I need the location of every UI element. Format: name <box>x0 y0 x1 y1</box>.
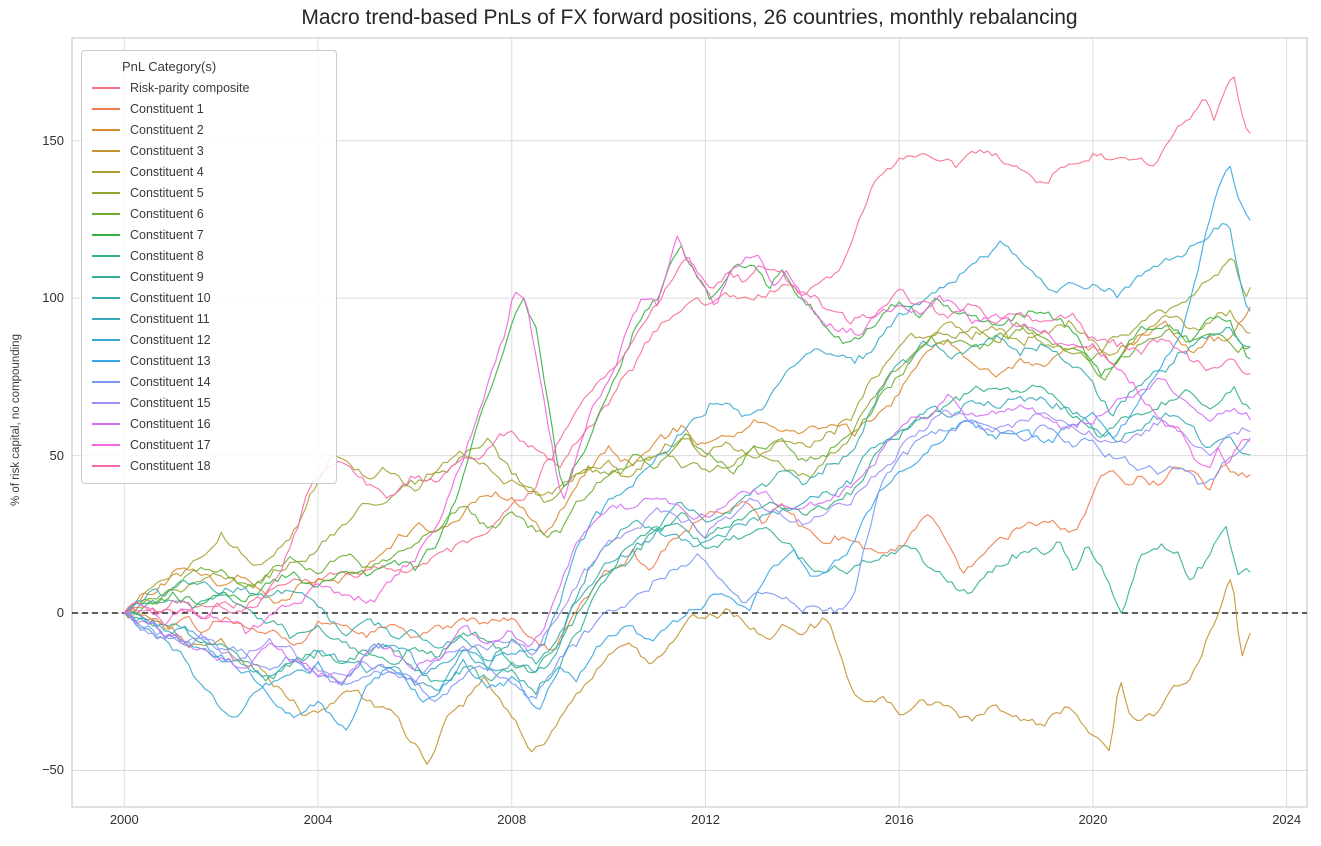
legend-item-label: Constituent 18 <box>130 458 211 473</box>
legend-items: Risk-parity composite Constituent 1 Consti… <box>82 77 336 476</box>
legend-item: Constituent 8 <box>82 245 336 266</box>
series-line-constituent-6 <box>124 324 1251 614</box>
legend-item-label: Constituent 12 <box>130 332 211 347</box>
legend-line-swatch <box>92 86 120 89</box>
legend-line-swatch <box>92 233 120 236</box>
legend-item: Constituent 5 <box>82 182 336 203</box>
legend: PnL Category(s) Risk-parity composite Con… <box>81 50 337 484</box>
legend-item-label: Constituent 2 <box>130 122 204 137</box>
legend-item: Constituent 4 <box>82 161 336 182</box>
legend-line-swatch <box>92 359 120 362</box>
legend-line-swatch <box>92 401 120 404</box>
legend-line-swatch <box>92 275 120 278</box>
legend-item: Constituent 10 <box>82 287 336 308</box>
legend-item-label: Constituent 7 <box>130 227 204 242</box>
x-tick-2004: 2004 <box>303 812 333 827</box>
legend-line-swatch <box>92 443 120 446</box>
legend-item-label: Constituent 14 <box>130 374 211 389</box>
series-line-constituent-17 <box>123 235 1251 635</box>
legend-line-swatch <box>92 338 120 341</box>
chart-title: Macro trend-based PnLs of FX forward pos… <box>301 6 1078 29</box>
x-tick-2016: 2016 <box>884 812 914 827</box>
plot-border <box>71 37 1308 808</box>
series-line-constituent-8 <box>124 384 1251 682</box>
x-tick-2000: 2000 <box>109 812 139 827</box>
series-line-constituent-16 <box>124 377 1251 685</box>
legend-item-label: Constituent 5 <box>130 185 204 200</box>
legend-item-label: Constituent 16 <box>130 416 211 431</box>
legend-item-label: Constituent 3 <box>130 143 204 158</box>
legend-item: Constituent 3 <box>82 140 336 161</box>
legend-item-label: Constituent 1 <box>130 101 204 116</box>
legend-line-swatch <box>92 317 120 320</box>
x-tick-2024: 2024 <box>1272 812 1302 827</box>
legend-line-swatch <box>92 296 120 299</box>
legend-item-label: Constituent 8 <box>130 248 204 263</box>
legend-item-label: Constituent 11 <box>130 311 210 326</box>
legend-line-swatch <box>92 380 120 383</box>
legend-item: Constituent 9 <box>82 266 336 287</box>
y-tick-100: 100 <box>42 290 64 306</box>
legend-item-label: Constituent 17 <box>130 437 211 452</box>
series-line-constituent-15 <box>124 409 1251 684</box>
legend-item-label: Constituent 4 <box>130 164 204 179</box>
legend-item: Constituent 1 <box>82 98 336 119</box>
legend-line-swatch <box>92 107 120 110</box>
legend-line-swatch <box>92 191 120 194</box>
x-tick-2008: 2008 <box>497 812 527 827</box>
legend-item-label: Constituent 6 <box>130 206 204 221</box>
y-tick--50: −50 <box>41 762 64 778</box>
legend-item-label: Constituent 10 <box>130 290 211 305</box>
legend-item: Constituent 17 <box>82 434 336 455</box>
legend-item: Constituent 7 <box>82 224 336 245</box>
legend-item-label: Constituent 13 <box>130 353 211 368</box>
legend-item: Constituent 18 <box>82 455 336 476</box>
y-axis-label: % of risk capital, no compounding <box>10 334 22 506</box>
legend-item: Constituent 13 <box>82 350 336 371</box>
series-line-constituent-2 <box>123 306 1251 614</box>
legend-line-swatch <box>92 464 120 467</box>
legend-item: Constituent 11 <box>82 308 336 329</box>
legend-item: Constituent 6 <box>82 203 336 224</box>
legend-item: Constituent 14 <box>82 371 336 392</box>
legend-title: PnL Category(s) <box>122 59 217 74</box>
series-line-constituent-11 <box>124 395 1251 692</box>
legend-item: Constituent 15 <box>82 392 336 413</box>
legend-line-swatch <box>92 170 120 173</box>
legend-line-swatch <box>92 149 120 152</box>
series-line-constituent-3 <box>123 579 1251 765</box>
legend-item-label: Constituent 15 <box>130 395 211 410</box>
x-tick-2020: 2020 <box>1078 812 1108 827</box>
series-line-constituent-9 <box>123 522 1251 695</box>
legend-line-swatch <box>92 212 120 215</box>
legend-line-swatch <box>92 254 120 257</box>
y-tick-50: 50 <box>49 447 64 463</box>
y-tick-150: 150 <box>42 132 64 148</box>
x-tick-2012: 2012 <box>691 812 720 827</box>
series-line-constituent-13 <box>124 165 1251 731</box>
series-line-constituent-4 <box>123 309 1251 614</box>
legend-item: Constituent 2 <box>82 119 336 140</box>
legend-item-label: Risk-parity composite <box>130 80 250 95</box>
series-line-constituent-10 <box>123 326 1251 665</box>
series-line-risk-parity-composite <box>123 76 1251 618</box>
y-tick-0: 0 <box>56 605 64 621</box>
legend-item-label: Constituent 9 <box>130 269 204 284</box>
legend-item: Constituent 12 <box>82 329 336 350</box>
legend-item: Constituent 16 <box>82 413 336 434</box>
legend-line-swatch <box>92 422 120 425</box>
legend-item: Risk-parity composite <box>82 77 336 98</box>
legend-line-swatch <box>92 128 120 131</box>
